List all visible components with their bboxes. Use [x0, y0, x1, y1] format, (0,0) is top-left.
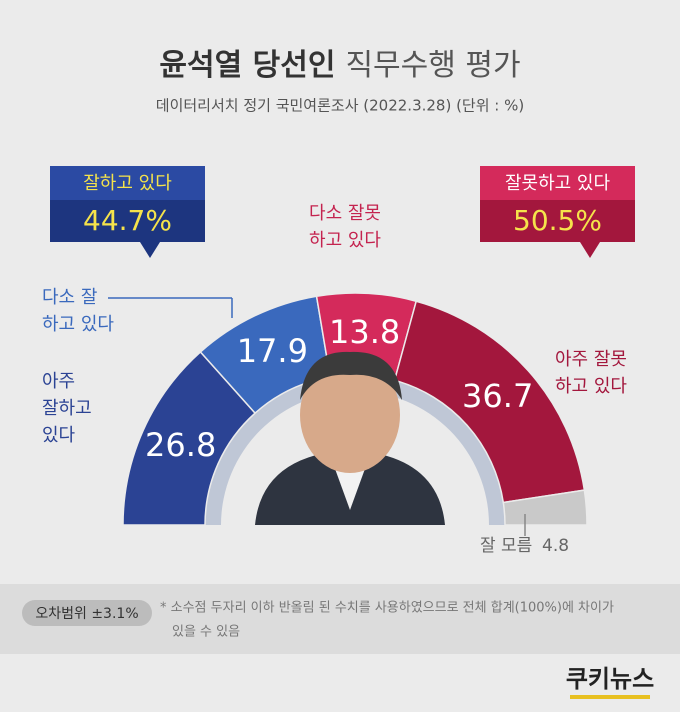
- group-box-top: [50, 166, 205, 200]
- value-label: 17.9: [237, 332, 308, 370]
- pointer: [580, 242, 600, 258]
- category-label: 하고 있다: [42, 314, 114, 335]
- category-label: 잘 모름: [480, 536, 532, 556]
- value-label: 26.8: [145, 426, 216, 464]
- logo: 쿠키뉴스: [566, 665, 654, 693]
- category-label: 있다: [42, 425, 76, 446]
- category-label: 아주: [42, 371, 75, 392]
- category-label: 아주 잘못: [555, 349, 627, 370]
- segment: [393, 300, 586, 504]
- category-label: 잘하고: [42, 398, 92, 419]
- category-label: 다소 잘: [42, 287, 97, 308]
- title-light: 직무수행 평가: [345, 48, 520, 83]
- category-label: 하고 있다: [555, 376, 627, 397]
- group-label: 잘못하고 있다: [505, 173, 611, 194]
- margin-of-error: 오차범위 ±3.1%: [35, 606, 138, 622]
- category-label: 다소 잘못: [309, 203, 381, 224]
- segment: [502, 489, 588, 526]
- title-bold: 윤석열 당선인: [159, 48, 335, 83]
- logo-underline: [570, 695, 650, 699]
- group-box-top: [480, 166, 635, 200]
- value-label: 4.8: [542, 536, 569, 556]
- note: * 소수점 두자리 이하 반올림 된 수치를 사용하였으므로 전체 합계(100…: [160, 601, 614, 616]
- category-label: 하고 있다: [309, 230, 381, 251]
- group-value: 50.5%: [513, 204, 602, 237]
- subtitle: 데이터리서치 정기 국민여론조사 (2022.3.28) (단위 : %): [156, 97, 524, 115]
- pointer: [140, 242, 160, 258]
- chart-title: 윤석열 당선인 직무수행 평가: [159, 48, 520, 83]
- group-box-bottom: [480, 200, 635, 242]
- value-label: 36.7: [462, 377, 533, 415]
- inner-ring: [205, 375, 505, 525]
- group-label: 잘하고 있다: [83, 173, 172, 194]
- portrait: [255, 351, 445, 525]
- margin-pill: [22, 600, 152, 626]
- group-box-bottom: [50, 200, 205, 242]
- value-label: 13.8: [329, 313, 400, 351]
- note: 있을 수 있음: [172, 625, 240, 640]
- group-value: 44.7%: [83, 204, 172, 237]
